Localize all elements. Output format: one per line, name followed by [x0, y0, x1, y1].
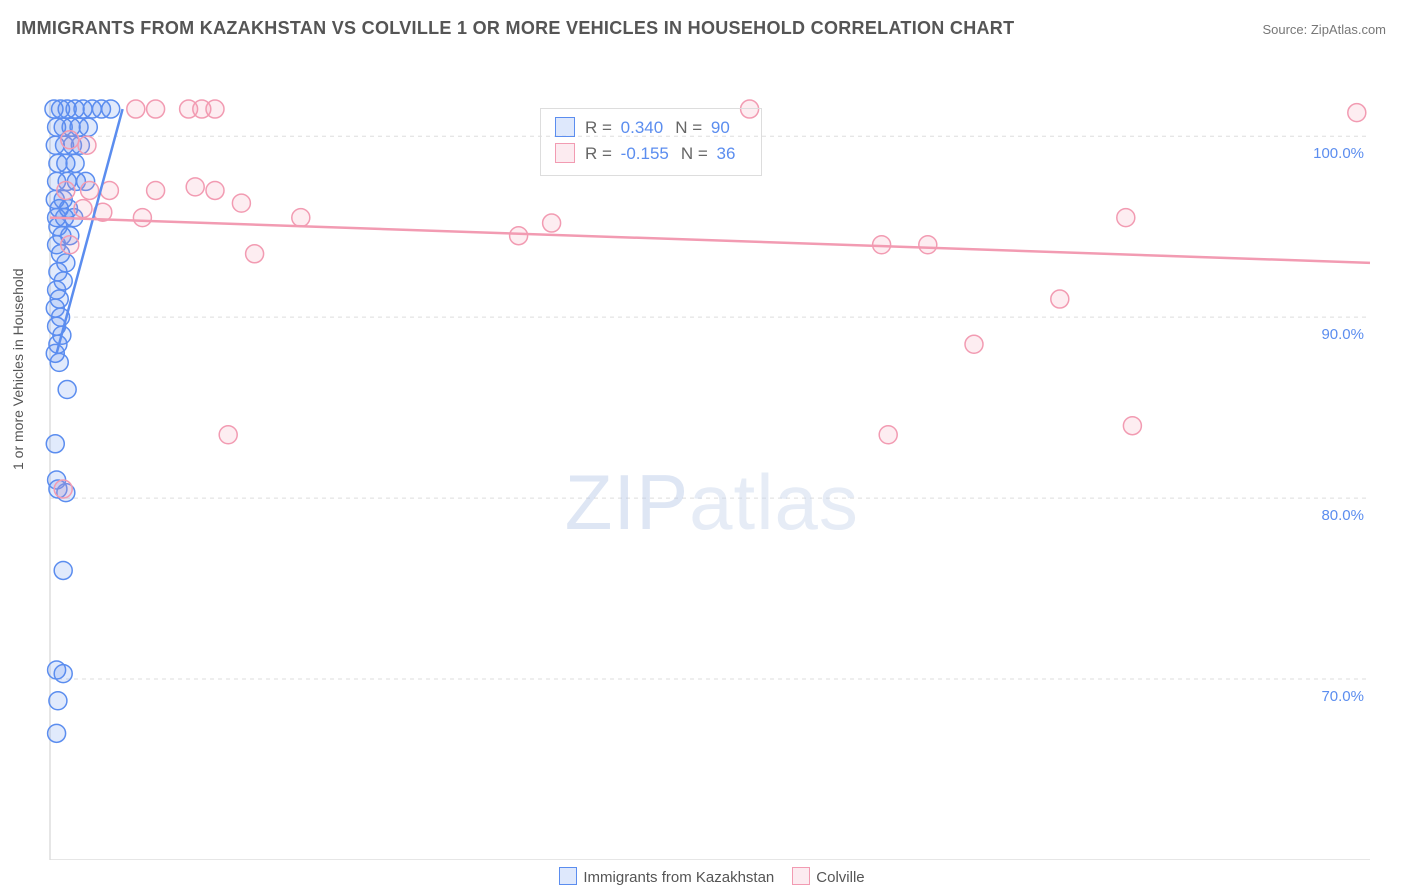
stat-label: R =: [585, 118, 617, 137]
data-point: [879, 426, 897, 444]
data-point: [54, 561, 72, 579]
stat-label: N =: [681, 144, 713, 163]
y-axis-label: 1 or more Vehicles in Household: [10, 268, 26, 470]
data-point: [46, 435, 64, 453]
data-point: [81, 181, 99, 199]
data-point: [246, 245, 264, 263]
data-point: [206, 181, 224, 199]
data-point: [102, 100, 120, 118]
stat-r-value: -0.155: [621, 144, 669, 163]
data-point: [48, 724, 66, 742]
data-point: [1117, 209, 1135, 227]
data-point: [54, 480, 72, 498]
legend-swatch: [559, 867, 577, 885]
data-point: [193, 100, 211, 118]
stat-label: N =: [675, 118, 707, 137]
data-point: [49, 692, 67, 710]
data-point: [74, 200, 92, 218]
data-point: [1123, 417, 1141, 435]
legend-label: Colville: [816, 869, 864, 886]
data-point: [292, 209, 310, 227]
data-point: [919, 236, 937, 254]
data-point: [219, 426, 237, 444]
data-point: [232, 194, 250, 212]
data-point: [127, 100, 145, 118]
data-point: [147, 181, 165, 199]
stat-r-value: 0.340: [621, 118, 664, 137]
data-point: [50, 353, 68, 371]
data-point: [1051, 290, 1069, 308]
data-point: [133, 209, 151, 227]
stats-row: R = -0.155 N = 36: [555, 141, 747, 167]
stat-n-value: 36: [717, 144, 736, 163]
correlation-stats-box: R = 0.340 N = 90 R = -0.155 N = 36: [540, 108, 762, 176]
y-tick-label: 90.0%: [1321, 326, 1364, 343]
legend-label: Immigrants from Kazakhstan: [583, 869, 774, 886]
data-point: [147, 100, 165, 118]
y-tick-label: 100.0%: [1313, 145, 1364, 162]
y-tick-label: 80.0%: [1321, 507, 1364, 524]
legend-swatch: [792, 867, 810, 885]
y-tick-label: 70.0%: [1321, 688, 1364, 705]
data-point: [79, 118, 97, 136]
data-point: [965, 335, 983, 353]
data-point: [58, 381, 76, 399]
data-point: [57, 181, 75, 199]
data-point: [78, 136, 96, 154]
source-attribution: Source: ZipAtlas.com: [1262, 22, 1386, 37]
data-point: [54, 665, 72, 683]
chart-title: IMMIGRANTS FROM KAZAKHSTAN VS COLVILLE 1…: [16, 18, 1014, 39]
stat-label: R =: [585, 144, 617, 163]
data-point: [1348, 104, 1366, 122]
legend: Immigrants from Kazakhstan Colville: [0, 867, 1406, 886]
data-point: [186, 178, 204, 196]
data-point: [61, 236, 79, 254]
legend-swatch: [555, 117, 575, 137]
data-point: [543, 214, 561, 232]
stat-n-value: 90: [711, 118, 730, 137]
chart-container: 1 or more Vehicles in Household 0.0%100.…: [0, 50, 1406, 892]
data-point: [510, 227, 528, 245]
data-point: [66, 154, 84, 172]
stats-row: R = 0.340 N = 90: [555, 115, 747, 141]
data-point: [61, 131, 79, 149]
legend-swatch: [555, 143, 575, 163]
